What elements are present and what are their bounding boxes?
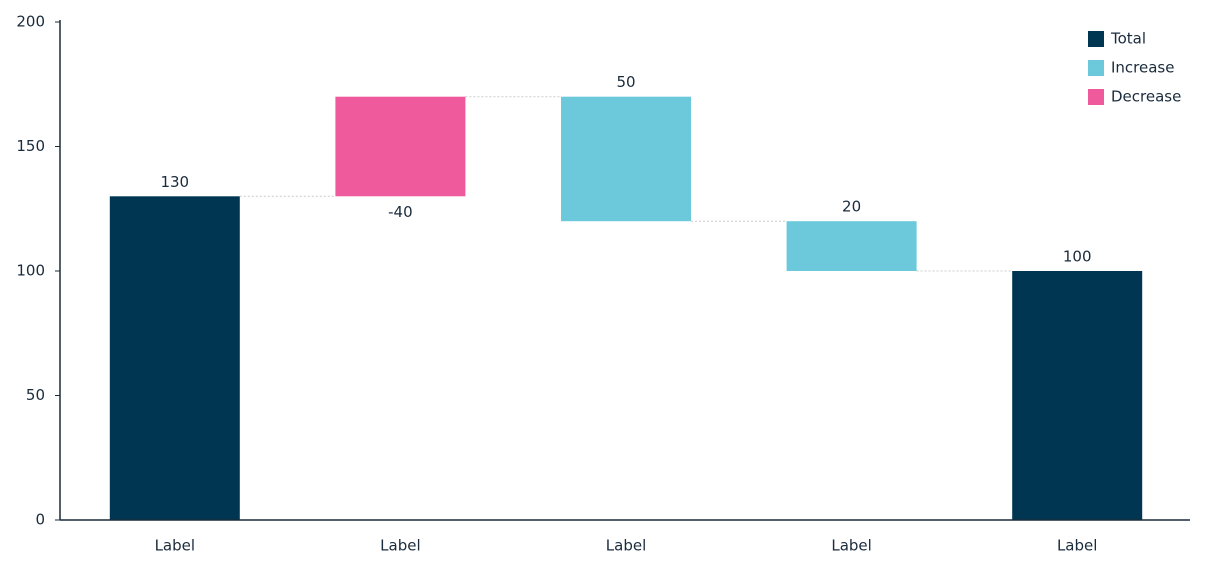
x-tick-label: Label (155, 537, 195, 555)
value-label: 20 (842, 198, 861, 216)
value-label: 130 (160, 173, 189, 191)
bar (335, 96, 466, 197)
y-tick-label: 150 (16, 137, 45, 155)
value-label: 50 (616, 73, 635, 91)
x-tick-label: Label (380, 537, 420, 555)
x-tick-label: Label (606, 537, 646, 555)
bar (786, 221, 917, 271)
legend-swatch (1088, 60, 1104, 76)
bar (109, 196, 240, 521)
value-label: -40 (388, 203, 413, 221)
legend-label: Increase (1111, 59, 1174, 77)
x-tick-label: Label (831, 537, 871, 555)
legend-swatch (1088, 31, 1104, 47)
bar (1012, 271, 1143, 520)
legend-label: Total (1110, 30, 1146, 48)
y-tick-label: 0 (35, 511, 45, 529)
value-label: 100 (1063, 248, 1092, 266)
y-tick-label: 200 (16, 13, 45, 31)
legend-swatch (1088, 89, 1104, 105)
legend-label: Decrease (1111, 88, 1181, 106)
bar (561, 96, 691, 222)
y-tick-label: 50 (26, 386, 45, 404)
y-tick-label: 100 (16, 262, 45, 280)
x-tick-label: Label (1057, 537, 1097, 555)
